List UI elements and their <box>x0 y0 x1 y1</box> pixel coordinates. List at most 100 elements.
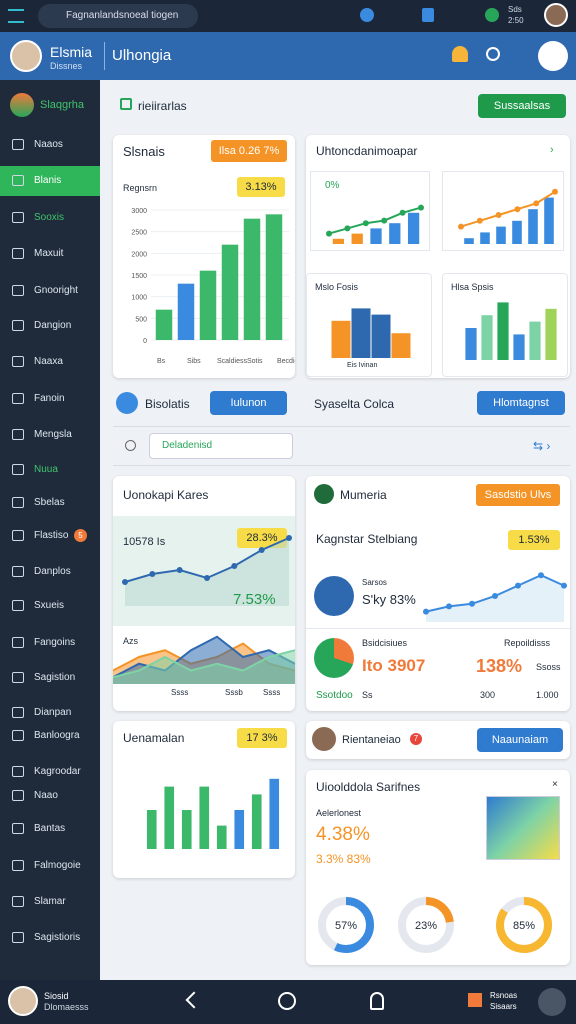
settings-icon[interactable] <box>486 47 500 61</box>
nav-item[interactable]: Naaxa <box>0 347 100 377</box>
point <box>492 593 498 599</box>
donut-arc <box>318 897 374 953</box>
apps-button[interactable] <box>538 988 566 1016</box>
icon[interactable] <box>422 8 434 22</box>
header: Elsmia Dissnes Ulhongia <box>0 32 576 80</box>
label: Repoildisss <box>504 638 551 648</box>
bar <box>497 302 509 360</box>
value: 10578 Is <box>123 536 166 548</box>
profile-button[interactable] <box>538 41 568 71</box>
nav-item[interactable]: Naao <box>0 781 100 811</box>
menu-icon[interactable] <box>8 9 24 23</box>
brand-logo <box>10 93 34 117</box>
nav-label: Naaxa <box>34 356 63 367</box>
x-tick-label: Sotis <box>247 358 263 365</box>
close[interactable]: × <box>552 779 558 790</box>
nav-item[interactable]: Fangoins <box>0 628 100 658</box>
bar <box>513 334 525 360</box>
bar <box>251 794 262 849</box>
nav-item[interactable]: Slamar <box>0 887 100 917</box>
badge: 7 <box>410 733 422 745</box>
bar <box>496 226 506 244</box>
profile-button[interactable] <box>370 992 384 1010</box>
avatar[interactable] <box>544 3 568 27</box>
nav-item[interactable]: Dangion <box>0 311 100 341</box>
avatar[interactable] <box>10 40 42 72</box>
avatar[interactable] <box>8 986 38 1016</box>
bar <box>199 270 217 340</box>
nav-item[interactable]: Flastiso 5 <box>0 521 100 551</box>
y-tick-label: 2500 <box>131 230 147 237</box>
point <box>561 582 567 589</box>
search-input[interactable]: Deladenisd <box>149 433 293 459</box>
button[interactable]: Naaunaiam <box>477 728 563 752</box>
nav-icon <box>12 464 24 475</box>
nav-item[interactable]: Mengsla <box>0 420 100 450</box>
chart <box>465 302 557 360</box>
nav-item[interactable]: Naaos <box>0 130 100 160</box>
primary-button[interactable]: Sussaalsas <box>478 94 566 118</box>
nav-icon <box>12 860 24 871</box>
point <box>344 225 351 232</box>
button[interactable]: Iulunon <box>210 391 287 415</box>
bar <box>155 309 173 340</box>
nav-item[interactable]: Dianpan <box>0 698 100 728</box>
nav-item[interactable]: Falmogoie <box>0 851 100 881</box>
nav-label: Danplos <box>34 566 71 577</box>
nav-label[interactable]: Rsnoas Sisaars <box>490 991 518 1011</box>
point <box>495 212 502 218</box>
chevron[interactable]: › <box>550 144 554 156</box>
label: Ssotdoo <box>316 690 353 701</box>
bar-chart: 0 500 1000 1500 2000 2500 3000 Bs Sibs Scaldiess S… <box>131 208 295 365</box>
line <box>328 206 422 235</box>
bar <box>512 220 522 244</box>
nav-item[interactable]: Gnooright <box>0 276 100 306</box>
nav-icon <box>12 393 24 404</box>
bar <box>544 197 554 244</box>
filter-button[interactable]: ⇆ › <box>533 439 551 453</box>
nav-item[interactable]: Bantas <box>0 814 100 844</box>
avatar <box>312 727 336 751</box>
nav-item[interactable]: Sagistioris <box>0 923 100 953</box>
nav-item[interactable]: Banloogra <box>0 721 100 751</box>
mini-chart: 0% <box>310 171 430 251</box>
bottom-nav: Siosid Dlomaesss Rsnoas Sisaars <box>0 980 576 1024</box>
point <box>286 535 292 541</box>
nav-item[interactable]: Sxueis <box>0 591 100 621</box>
back-button[interactable] <box>185 991 203 1009</box>
nav-item[interactable]: Kagroodar <box>0 757 100 787</box>
card-title: Uhtoncdanimoapar <box>316 144 418 158</box>
icon[interactable] <box>360 8 374 22</box>
header-title: Ulhongia <box>112 47 172 64</box>
nav-item[interactable]: Sooxis <box>0 203 100 233</box>
donut-label: 85% <box>513 920 535 932</box>
icon <box>120 98 132 110</box>
button[interactable]: Hlomtagnst <box>477 391 565 415</box>
nav-item[interactable]: Fanoin <box>0 384 100 414</box>
nav-item[interactable]: Sagistion <box>0 663 100 693</box>
donut-label: 23% <box>415 920 437 932</box>
bar <box>481 315 493 360</box>
line-chart <box>122 535 292 606</box>
badge: 28.3% <box>237 528 287 548</box>
search-field[interactable]: Fagnanlandsnoeal tiogen <box>38 4 198 28</box>
y-tick-label: 0 <box>143 338 147 345</box>
bell-icon[interactable] <box>452 46 468 62</box>
icon[interactable] <box>485 8 499 22</box>
label: Mslo Fosis <box>315 282 359 292</box>
nav-icon <box>12 766 24 777</box>
nav-item[interactable]: Blanis <box>0 166 100 196</box>
bar <box>234 810 245 849</box>
nav-item[interactable]: Nuua <box>0 455 100 485</box>
nav-icon <box>12 175 24 186</box>
x-tick-label: Scaldiess <box>217 358 247 365</box>
nav-label: Slamar <box>34 896 66 907</box>
nav-item[interactable]: Sbelas <box>0 488 100 518</box>
bar-chart <box>146 778 280 849</box>
home-button[interactable] <box>278 992 296 1010</box>
nav-item[interactable]: Danplos <box>0 557 100 587</box>
nav-label: Sbelas <box>34 497 65 508</box>
nav-item[interactable]: Maxuit <box>0 239 100 269</box>
bars-card: Uenamalan 17 3% <box>113 721 295 878</box>
